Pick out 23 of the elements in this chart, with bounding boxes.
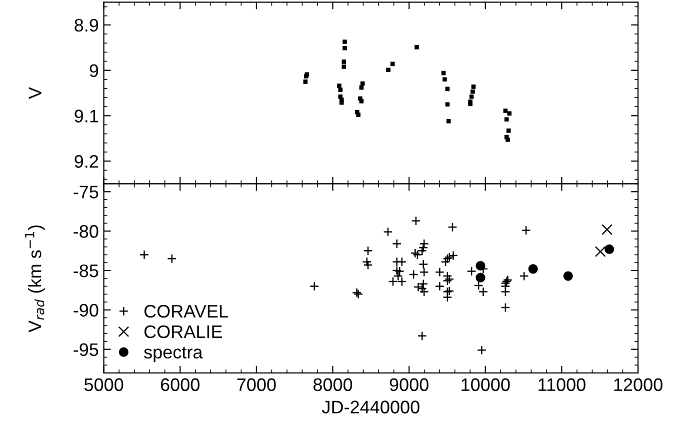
x-tick-label: 11000 (538, 378, 586, 392)
y-axis-title: V$_{rad}$ (km s$^{−1}$) (24, 225, 45, 332)
y-tick-label: -80 (74, 225, 98, 238)
y-tick-label: -90 (74, 304, 98, 317)
x-tick-label: 7000 (237, 378, 276, 392)
y-axis-title: V (28, 87, 42, 99)
x-tick-label: 8000 (313, 378, 352, 392)
legend-label: CORAVEL (144, 304, 228, 318)
x-axis-title: JD-2440000 (322, 400, 420, 414)
x-tick-label: 5000 (84, 378, 124, 392)
y-tick-label: 9.1 (74, 110, 98, 122)
x-tick-label: 12000 (614, 378, 662, 392)
y-tick-label: -85 (74, 264, 98, 278)
y-tick-label: -95 (74, 343, 98, 356)
x-tick-label: 10000 (462, 378, 510, 392)
y-tick-label: 9 (90, 64, 98, 78)
x-tick-label: 6000 (160, 378, 200, 392)
x-tick-label: 9000 (390, 378, 428, 392)
legend-label: CORALIE (144, 325, 222, 338)
legend-label: spectra (144, 346, 203, 362)
y-tick-label: 8.9 (74, 18, 98, 32)
y-tick-label: 9.2 (74, 155, 98, 168)
y-tick-label: -75 (74, 186, 98, 198)
